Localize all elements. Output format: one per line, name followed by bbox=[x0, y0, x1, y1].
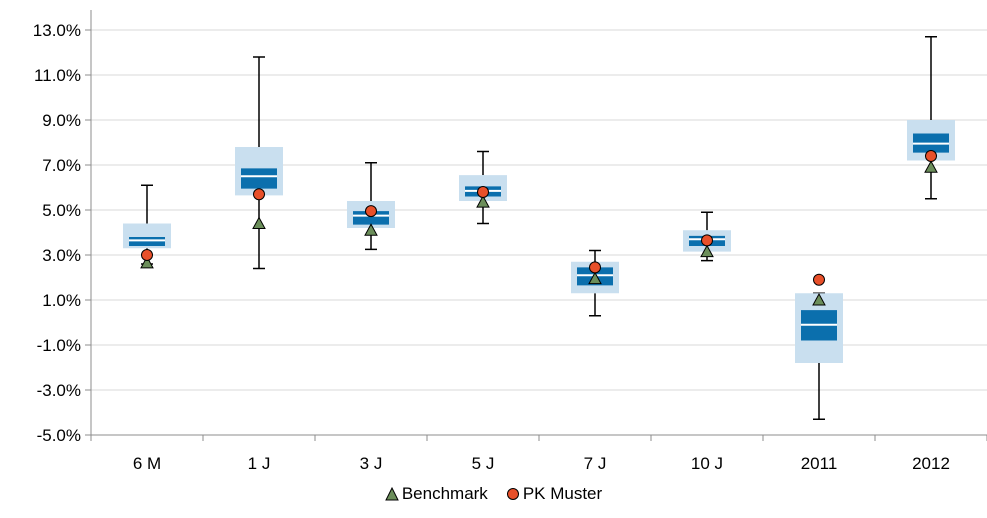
benchmark-marker bbox=[588, 271, 602, 285]
x-tick-label: 1 J bbox=[248, 454, 271, 473]
y-tick-label: 5.0% bbox=[42, 201, 81, 220]
grid-lines bbox=[91, 29, 987, 391]
y-tick-label: 3.0% bbox=[42, 246, 81, 265]
benchmark-marker bbox=[140, 255, 154, 269]
y-tick-label: 9.0% bbox=[42, 111, 81, 130]
benchmark-marker bbox=[364, 223, 378, 236]
y-tick-label: -1.0% bbox=[37, 336, 81, 355]
benchmark-marker bbox=[476, 195, 490, 208]
benchmark-marker bbox=[252, 216, 266, 229]
box-plots bbox=[123, 36, 955, 420]
triangle-marker-icon bbox=[385, 487, 399, 501]
y-axis-tick-labels: 13.0% 11.0% 9.0% 7.0% 5.0% 3.0% 1.0% -1.0% -3.0%… bbox=[33, 21, 81, 445]
pk-muster-marker bbox=[477, 186, 489, 198]
pk-muster-marker bbox=[701, 234, 713, 247]
x-tick-label: 2011 bbox=[801, 454, 838, 473]
x-tick-label: 5 J bbox=[472, 454, 495, 473]
x-tick-label: 7 J bbox=[584, 454, 607, 473]
benchmark-marker bbox=[812, 292, 826, 306]
legend-label-pk-muster: PK Muster bbox=[522, 484, 603, 503]
x-tick-label: 6 M bbox=[133, 454, 161, 473]
x-axis-tick-labels: 6 M 1 J 3 J 5 J 7 J 10 J 2011 2012 bbox=[133, 454, 950, 473]
x-tick-label: 3 J bbox=[360, 454, 383, 473]
benchmark-marker bbox=[700, 244, 714, 258]
series-markers bbox=[140, 150, 938, 306]
box-inner bbox=[129, 237, 165, 246]
pk-muster-marker bbox=[589, 261, 601, 274]
pk-muster-marker bbox=[925, 150, 937, 162]
legend: Benchmark PK Muster bbox=[0, 484, 987, 504]
y-tick-label: 11.0% bbox=[34, 66, 81, 85]
box-inner bbox=[353, 211, 389, 225]
y-tick-label: -5.0% bbox=[37, 426, 81, 445]
y-tick-label: 1.0% bbox=[42, 291, 81, 310]
y-tick-label: 7.0% bbox=[42, 156, 81, 175]
legend-item-pk-muster: PK Muster bbox=[506, 484, 602, 504]
pk-muster-marker bbox=[365, 205, 377, 218]
pk-muster-marker bbox=[253, 188, 265, 201]
circle-marker-icon bbox=[506, 488, 519, 500]
legend-item-benchmark: Benchmark bbox=[385, 484, 488, 504]
pk-muster-marker bbox=[141, 249, 153, 261]
y-tick-label: 13.0% bbox=[33, 21, 81, 40]
x-tick-label: 10 J bbox=[691, 454, 723, 473]
pk-muster-marker bbox=[813, 273, 825, 286]
box-inner bbox=[241, 168, 277, 189]
axes bbox=[85, 10, 987, 441]
benchmark-marker bbox=[924, 160, 938, 173]
legend-label-benchmark: Benchmark bbox=[401, 484, 488, 503]
y-tick-label: -3.0% bbox=[37, 381, 81, 400]
x-tick-label: 2012 bbox=[912, 454, 950, 473]
